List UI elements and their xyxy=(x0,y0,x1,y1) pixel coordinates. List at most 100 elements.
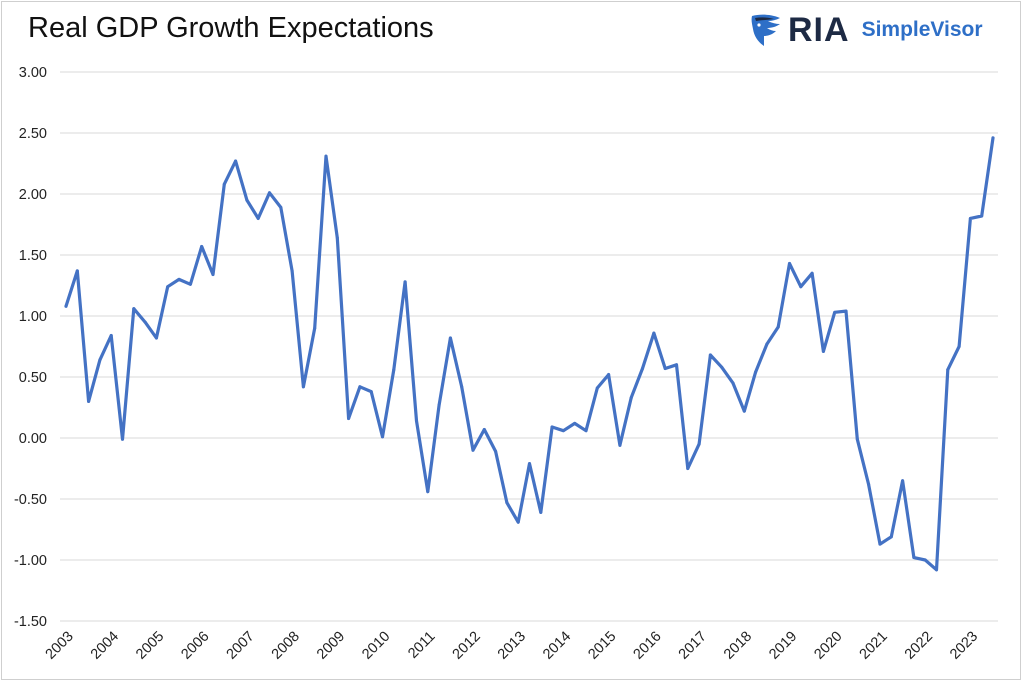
data-point xyxy=(867,482,871,486)
data-point xyxy=(414,419,418,423)
data-point xyxy=(188,282,192,286)
data-point xyxy=(448,336,452,340)
data-point xyxy=(844,309,848,313)
data-point xyxy=(923,558,927,562)
data-point xyxy=(358,385,362,389)
data-point xyxy=(652,331,656,335)
x-tick-label: 2008 xyxy=(269,629,303,663)
data-point xyxy=(697,442,701,446)
product-name: SimpleVisor xyxy=(861,18,983,41)
x-tick-label: 2013 xyxy=(495,629,529,663)
data-point xyxy=(98,358,102,362)
x-tick-label: 2004 xyxy=(88,629,122,663)
data-point xyxy=(166,285,170,289)
brand-logo: RIA SimpleVisor xyxy=(750,10,983,50)
data-point xyxy=(708,353,712,357)
x-tick-label: 2009 xyxy=(314,629,348,663)
eagle-icon xyxy=(751,14,780,47)
data-point xyxy=(573,421,577,425)
series-group xyxy=(64,136,995,572)
data-point xyxy=(437,403,441,407)
y-tick-label: -1.50 xyxy=(14,614,47,630)
data-point xyxy=(878,542,882,546)
data-point xyxy=(177,277,181,281)
data-point xyxy=(222,182,226,186)
data-point xyxy=(788,262,792,266)
data-point xyxy=(211,273,215,277)
data-point xyxy=(833,310,837,314)
x-tick-label: 2016 xyxy=(631,629,665,663)
y-tick-label: -0.50 xyxy=(14,492,47,508)
x-tick-label: 2006 xyxy=(178,629,212,663)
x-tick-label: 2023 xyxy=(947,629,981,663)
data-point xyxy=(505,501,509,505)
data-point xyxy=(301,385,305,389)
data-point xyxy=(901,479,905,483)
x-tick-label: 2011 xyxy=(405,629,438,662)
data-point xyxy=(595,386,599,390)
data-point xyxy=(550,425,554,429)
data-point xyxy=(957,345,961,348)
data-point xyxy=(607,373,611,377)
y-tick-label: -1.00 xyxy=(14,553,47,569)
y-tick-label: 1.50 xyxy=(19,248,47,264)
data-point xyxy=(821,349,825,353)
x-tick-label: 2022 xyxy=(902,629,936,663)
data-point xyxy=(765,342,769,346)
data-point xyxy=(335,236,339,240)
data-point xyxy=(731,381,735,385)
data-point xyxy=(87,399,91,403)
data-point xyxy=(561,429,565,433)
data-point xyxy=(980,214,984,218)
x-tick-label: 2014 xyxy=(540,629,574,663)
data-point xyxy=(742,409,746,413)
data-point xyxy=(381,435,385,439)
x-tick-label: 2010 xyxy=(359,629,393,663)
x-tick-label: 2007 xyxy=(224,629,258,663)
y-tick-label: 3.00 xyxy=(19,65,47,81)
data-point xyxy=(403,280,407,284)
data-point xyxy=(234,159,238,163)
data-point xyxy=(674,363,678,367)
data-point xyxy=(946,368,950,372)
x-tick-label: 2005 xyxy=(133,629,167,663)
data-point xyxy=(279,205,283,209)
data-point xyxy=(290,269,294,273)
brand-name: RIA xyxy=(788,10,850,49)
data-point xyxy=(347,416,351,420)
x-tick-label: 2017 xyxy=(676,629,710,663)
data-point xyxy=(776,325,780,329)
data-point xyxy=(64,304,68,308)
data-point xyxy=(528,462,531,466)
data-point xyxy=(267,191,271,195)
data-point xyxy=(313,326,317,330)
x-tick-label: 2003 xyxy=(43,629,77,663)
x-tick-label: 2021 xyxy=(857,629,891,663)
data-point xyxy=(200,244,204,248)
data-point xyxy=(75,269,79,273)
data-point xyxy=(539,510,543,514)
data-point xyxy=(369,390,373,394)
data-point xyxy=(482,427,486,431)
data-point xyxy=(584,429,588,433)
data-point xyxy=(754,370,758,374)
data-point xyxy=(143,320,147,324)
data-point xyxy=(968,216,972,220)
series-line xyxy=(64,136,995,572)
data-point xyxy=(494,449,498,453)
x-tick-label: 2020 xyxy=(811,629,845,663)
x-axis-ticks: 2003 2004 2005 2006 2007 2008 2009 2010 2011 2012… xyxy=(43,629,982,663)
data-point xyxy=(154,336,158,340)
y-axis-ticks: 3.00 2.50 2.00 1.50 1.00 0.50 0.00 -0.50 -1.00 -1… xyxy=(14,65,47,630)
data-point xyxy=(121,437,125,441)
data-point xyxy=(855,437,859,441)
x-tick-label: 2015 xyxy=(585,629,619,663)
y-tick-label: 0.50 xyxy=(19,370,47,386)
data-point xyxy=(889,535,893,539)
y-tick-label: 2.50 xyxy=(19,126,47,142)
y-tick-label: 0.00 xyxy=(19,431,47,447)
x-tick-label: 2018 xyxy=(721,629,755,663)
x-tick-label: 2019 xyxy=(766,629,800,663)
